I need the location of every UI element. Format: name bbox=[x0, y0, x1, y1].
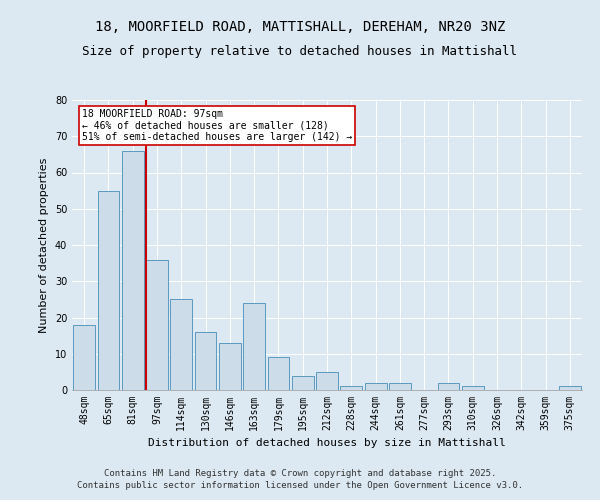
Bar bbox=[268, 358, 289, 390]
Bar bbox=[559, 386, 581, 390]
Text: Contains HM Land Registry data © Crown copyright and database right 2025.
Contai: Contains HM Land Registry data © Crown c… bbox=[77, 469, 523, 490]
Bar bbox=[122, 151, 143, 390]
Bar bbox=[97, 190, 119, 390]
Bar bbox=[73, 325, 95, 390]
Bar bbox=[340, 386, 362, 390]
Y-axis label: Number of detached properties: Number of detached properties bbox=[39, 158, 49, 332]
Bar bbox=[243, 303, 265, 390]
Bar bbox=[389, 383, 411, 390]
Bar bbox=[292, 376, 314, 390]
Bar bbox=[462, 386, 484, 390]
Bar bbox=[219, 343, 241, 390]
Text: 18 MOORFIELD ROAD: 97sqm
← 46% of detached houses are smaller (128)
51% of semi-: 18 MOORFIELD ROAD: 97sqm ← 46% of detach… bbox=[82, 108, 352, 142]
Bar bbox=[365, 383, 386, 390]
Bar bbox=[146, 260, 168, 390]
Bar bbox=[194, 332, 217, 390]
Bar bbox=[170, 300, 192, 390]
X-axis label: Distribution of detached houses by size in Mattishall: Distribution of detached houses by size … bbox=[148, 438, 506, 448]
Text: 18, MOORFIELD ROAD, MATTISHALL, DEREHAM, NR20 3NZ: 18, MOORFIELD ROAD, MATTISHALL, DEREHAM,… bbox=[95, 20, 505, 34]
Bar bbox=[316, 372, 338, 390]
Bar bbox=[437, 383, 460, 390]
Text: Size of property relative to detached houses in Mattishall: Size of property relative to detached ho… bbox=[83, 45, 517, 58]
